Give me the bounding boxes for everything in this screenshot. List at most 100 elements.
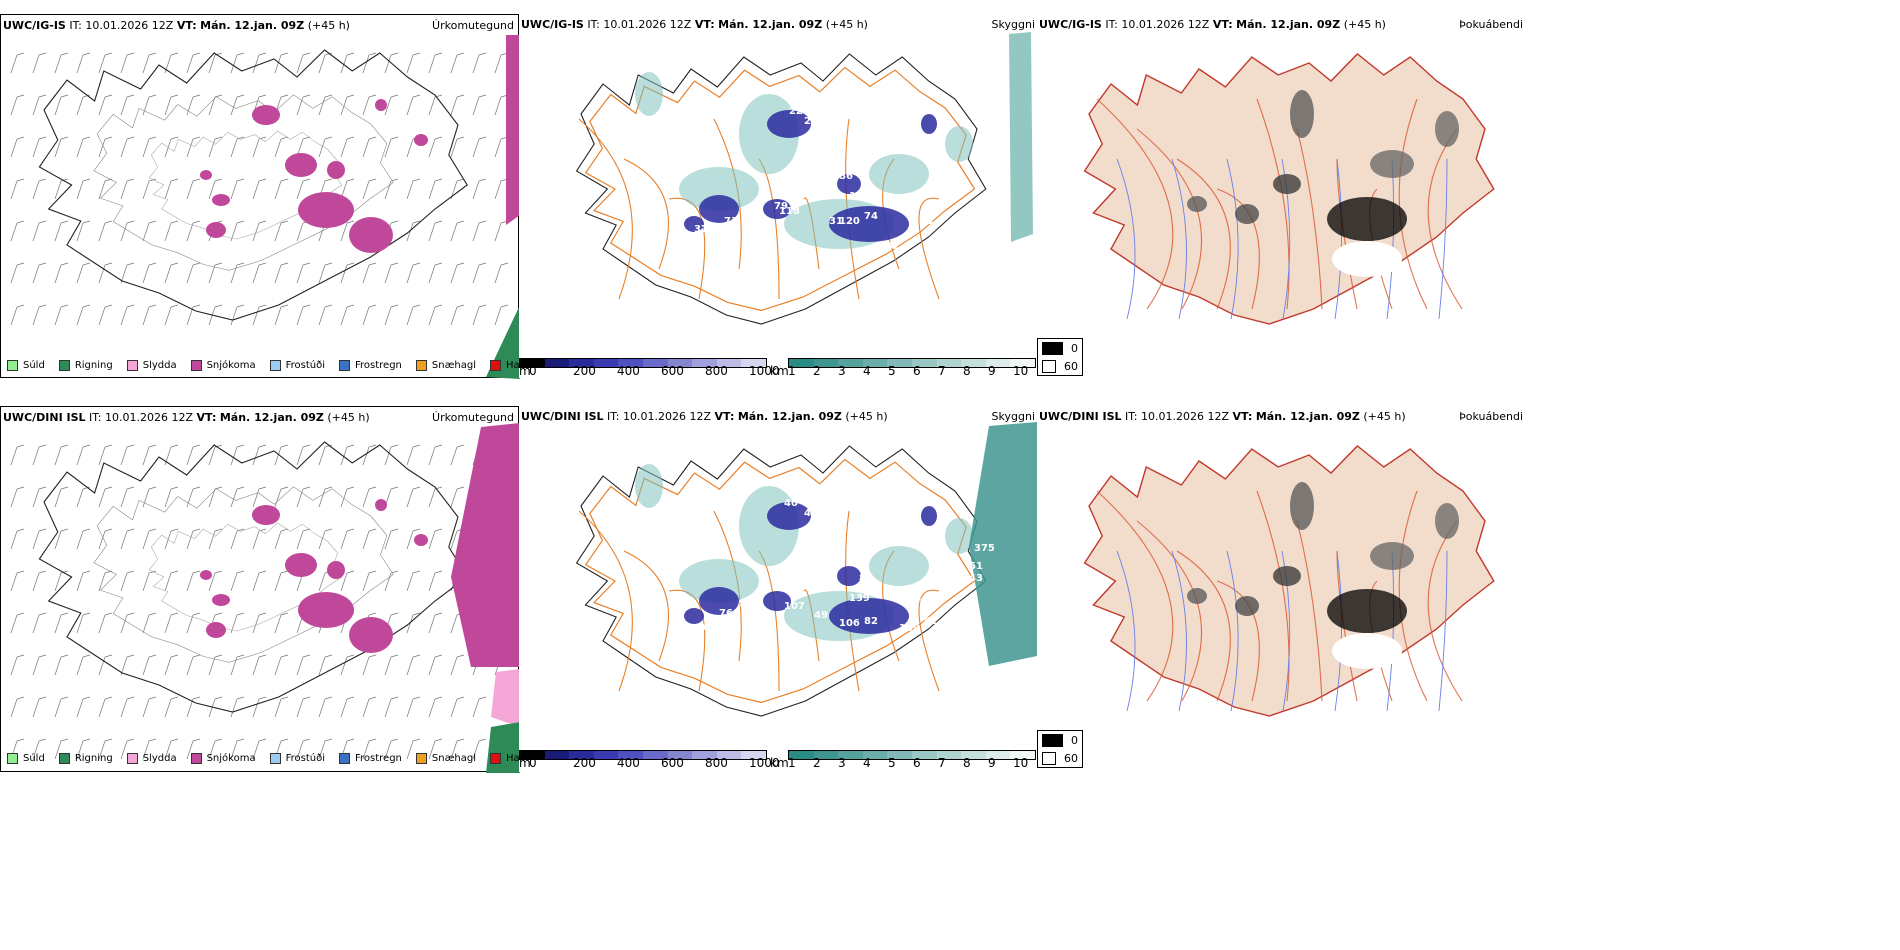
wind-barb-flag	[280, 94, 289, 98]
wind-barb-staff	[406, 656, 414, 676]
wind-barb	[32, 136, 47, 158]
wind-barb-flag	[346, 262, 355, 266]
wind-barb-flag	[236, 570, 245, 574]
wind-barb-staff	[208, 306, 216, 326]
wind-barb	[384, 486, 399, 508]
wind-barb-staff	[406, 740, 414, 760]
precip-type-title: Úrkomutegund	[432, 19, 514, 32]
wind-barb	[274, 528, 289, 550]
legend-swatch	[58, 360, 70, 371]
wind-barb	[164, 738, 179, 760]
wind-barb-flag	[126, 696, 135, 700]
wind-barb-flag	[104, 136, 113, 140]
road-line	[1136, 128, 1202, 310]
wind-barb	[406, 654, 421, 676]
wind-barb-staff	[208, 572, 216, 592]
wind-barb-staff	[98, 96, 106, 116]
wind-barb-staff	[164, 614, 172, 634]
wind-barb	[98, 486, 113, 508]
wind-barb-flag	[148, 738, 157, 742]
wind-barb-staff	[450, 530, 458, 550]
wind-barb-flag	[148, 94, 157, 98]
wind-barb	[164, 612, 179, 634]
scale-tick-label: 400	[617, 756, 640, 770]
wind-barb-staff	[98, 264, 106, 284]
wind-barb-staff	[296, 698, 304, 718]
snow-area	[285, 153, 317, 177]
wind-barb-flag	[104, 486, 113, 490]
wind-barb-staff	[98, 530, 106, 550]
wind-barb-flag	[82, 220, 91, 224]
wind-barb-staff	[406, 306, 414, 326]
scale-tick-label: 200	[573, 364, 596, 378]
wind-barb	[230, 52, 245, 74]
wind-barb-flag	[258, 136, 267, 140]
wind-barb-staff	[340, 264, 348, 284]
wind-barb-flag	[16, 220, 25, 224]
fog-legend-label: 60	[1064, 359, 1078, 373]
visibility-value-label: 10	[919, 598, 933, 609]
wind-barb-staff	[406, 614, 414, 634]
wind-barb-flag	[214, 304, 223, 308]
panel-title: UWC/IG-IS IT: 10.01.2026 12Z VT: Mán. 12…	[521, 18, 868, 31]
wind-barb-staff	[472, 54, 480, 74]
wind-barb	[274, 612, 289, 634]
wind-barb-flag	[214, 570, 223, 574]
scale-tick-label: 5	[888, 364, 896, 378]
wind-barb	[472, 262, 487, 284]
wind-barb	[186, 654, 201, 676]
wind-barb	[428, 696, 443, 718]
wind-barb-flag	[82, 570, 91, 574]
wind-barb-staff	[274, 530, 282, 550]
wind-barb-staff	[384, 530, 392, 550]
visibility-value-label: 94	[739, 598, 753, 609]
wind-barb	[120, 570, 135, 592]
wind-barb	[186, 444, 201, 466]
wind-barb-staff	[208, 180, 216, 200]
visibility-value-label: 31	[819, 156, 833, 167]
wind-barb-flag	[170, 444, 179, 448]
wind-barb-flag	[104, 262, 113, 266]
snow-area	[285, 553, 317, 577]
wind-barb	[164, 696, 179, 718]
wind-barb-staff	[494, 222, 502, 242]
wind-barb	[98, 738, 113, 760]
wind-barb-staff	[142, 264, 150, 284]
wind-barb-staff	[362, 306, 370, 326]
low-visibility-area	[635, 72, 663, 116]
wind-barb-staff	[208, 698, 216, 718]
wind-barb-staff	[340, 306, 348, 326]
wind-barb-flag	[60, 178, 69, 182]
scale-color-step	[692, 751, 717, 759]
wind-barb	[120, 178, 135, 200]
wind-barb-staff	[362, 264, 370, 284]
legend-swatch	[269, 753, 281, 764]
wind-barb	[406, 486, 421, 508]
wind-barb	[296, 304, 311, 326]
wind-barb	[296, 94, 311, 116]
wind-barb-staff	[98, 488, 106, 508]
wind-barb-flag	[258, 220, 267, 224]
wind-barb-flag	[346, 528, 355, 532]
wind-barb-staff	[296, 306, 304, 326]
visibility-value-label: 37	[694, 224, 708, 235]
visibility-value-label: 92	[924, 616, 938, 627]
wind-barb-staff	[32, 180, 40, 200]
wind-barb-flag	[192, 612, 201, 616]
river-line	[1438, 158, 1448, 320]
wind-barb-staff	[120, 138, 128, 158]
scale-color-step	[716, 359, 742, 367]
wind-barb	[32, 52, 47, 74]
wind-barb	[230, 738, 245, 760]
wind-barb-staff	[120, 614, 128, 634]
wind-barb	[450, 52, 465, 74]
wind-barb-flag	[104, 738, 113, 742]
wind-barb	[230, 444, 245, 466]
wind-barb-staff	[274, 180, 282, 200]
wind-barb	[252, 444, 267, 466]
scale-tick-label: 8	[963, 364, 971, 378]
scale-tick-label: 0	[529, 364, 537, 378]
wind-barb	[362, 528, 377, 550]
wind-barb-flag	[346, 136, 355, 140]
wind-barb	[274, 654, 289, 676]
